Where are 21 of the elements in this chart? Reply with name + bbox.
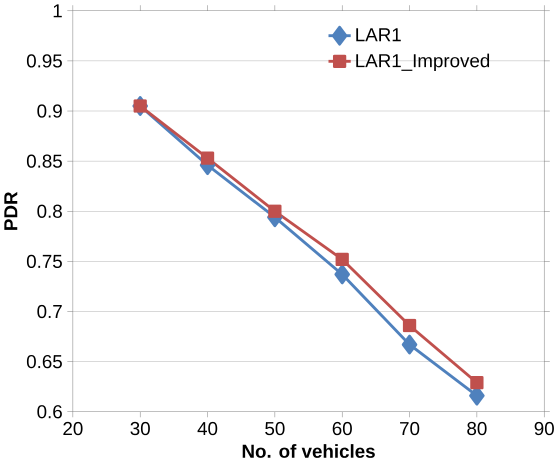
x-tick-label: 60: [332, 422, 352, 436]
y-tick-label: 0.65: [26, 354, 62, 368]
y-tick-label: 0.9: [37, 104, 62, 118]
x-tick-label: 70: [400, 422, 420, 436]
x-tick-label: 50: [265, 422, 285, 436]
y-tick-label: 0.8: [37, 204, 62, 218]
legend-label: LAR1_Improved: [356, 53, 490, 71]
y-tick-label: 1: [54, 4, 62, 18]
x-tick-label: 30: [130, 422, 150, 436]
x-tick-label: 90: [534, 422, 554, 436]
y-tick-label: 0.85: [26, 154, 62, 168]
legend-label: LAR1: [356, 28, 401, 42]
y-axis-title: PDR: [4, 192, 18, 230]
x-tick-label: 40: [198, 422, 218, 436]
y-tick-label: 0.6: [37, 404, 62, 418]
y-tick-label: 0.75: [26, 254, 62, 268]
y-tick-label: 0.7: [37, 304, 62, 318]
x-tick-label: 20: [63, 422, 83, 436]
x-axis-title: No. of vehicles: [242, 444, 375, 458]
x-tick-label: 80: [467, 422, 487, 436]
y-tick-label: 0.95: [26, 54, 62, 68]
